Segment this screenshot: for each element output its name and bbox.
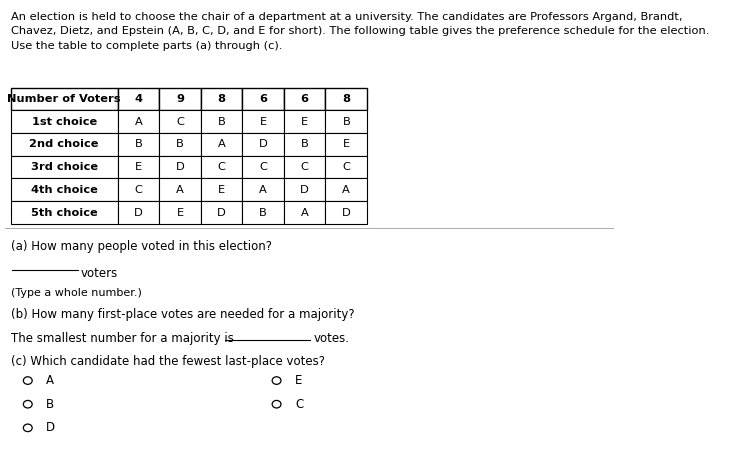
Text: 4: 4 [134,94,142,104]
Text: 1st choice: 1st choice [31,117,97,127]
Bar [201,201,242,224]
Text: (c) Which candidate had the fewest last-place votes?: (c) Which candidate had the fewest last-… [10,355,325,368]
Text: E: E [301,117,308,127]
Bar [159,156,201,179]
Text: E: E [260,117,266,127]
Bar [325,156,367,179]
Text: A: A [46,374,54,387]
Bar [325,201,367,224]
Text: 4th choice: 4th choice [31,185,98,195]
Text: C: C [342,162,350,172]
Text: A: A [134,117,142,127]
Bar [159,88,201,110]
Text: C: C [134,185,142,195]
Text: voters: voters [81,267,118,280]
Bar [118,110,159,133]
Bar [242,133,284,156]
Text: D: D [175,162,184,172]
Bar [118,133,159,156]
Bar [118,88,159,110]
Text: (a) How many people voted in this election?: (a) How many people voted in this electi… [10,240,272,253]
Text: Number of Voters: Number of Voters [7,94,121,104]
Text: D: D [134,207,142,217]
Bar [159,133,201,156]
Text: 2nd choice: 2nd choice [29,140,99,150]
Bar [284,179,325,201]
Bar [242,88,284,110]
Text: E: E [218,185,225,195]
Text: (Type a whole number.): (Type a whole number.) [10,287,142,298]
Text: 8: 8 [218,94,225,104]
Text: (b) How many first-place votes are needed for a majority?: (b) How many first-place votes are neede… [10,308,354,321]
Text: B: B [176,140,184,150]
Bar [242,179,284,201]
Bar [284,110,325,133]
Bar [118,201,159,224]
Text: The smallest number for a majority is: The smallest number for a majority is [10,332,233,345]
Text: D: D [46,421,55,434]
Text: 6: 6 [259,94,267,104]
Bar [10,133,118,156]
Text: C: C [176,117,184,127]
Text: D: D [259,140,268,150]
Text: B: B [342,117,350,127]
Bar [159,201,201,224]
Bar [10,110,118,133]
Text: 5th choice: 5th choice [31,207,98,217]
Bar [118,156,159,179]
Text: 9: 9 [176,94,184,104]
Bar [201,133,242,156]
Text: 8: 8 [342,94,351,104]
Bar [10,156,118,179]
Text: B: B [46,398,54,411]
Text: A: A [218,140,225,150]
Text: 6: 6 [301,94,309,104]
Text: E: E [176,207,184,217]
Text: B: B [301,140,309,150]
Text: C: C [259,162,267,172]
Bar [118,179,159,201]
Bar [284,133,325,156]
Bar [201,179,242,201]
Text: E: E [295,374,302,387]
Text: A: A [176,185,184,195]
Bar [325,179,367,201]
Text: D: D [342,207,351,217]
Bar [159,179,201,201]
Bar [201,88,242,110]
Text: An election is held to choose the chair of a department at a university. The can: An election is held to choose the chair … [10,12,709,51]
Bar [284,88,325,110]
Text: D: D [301,185,309,195]
Bar [201,110,242,133]
Bar [284,156,325,179]
Text: E: E [342,140,350,150]
Text: A: A [342,185,350,195]
Text: D: D [217,207,226,217]
Bar [242,156,284,179]
Text: C: C [301,162,309,172]
Text: C: C [295,398,303,411]
Bar [242,110,284,133]
Bar [10,88,118,110]
Bar [201,156,242,179]
Bar [325,110,367,133]
Text: 3rd choice: 3rd choice [31,162,98,172]
Bar [159,110,201,133]
Bar [10,201,118,224]
Text: A: A [260,185,267,195]
Bar [284,201,325,224]
Text: E: E [135,162,142,172]
Text: C: C [218,162,225,172]
Text: B: B [134,140,142,150]
Text: B: B [260,207,267,217]
Bar [325,88,367,110]
Bar [10,179,118,201]
Text: votes.: votes. [313,332,349,345]
Bar [325,133,367,156]
Text: A: A [301,207,309,217]
Text: B: B [218,117,225,127]
Bar [242,201,284,224]
